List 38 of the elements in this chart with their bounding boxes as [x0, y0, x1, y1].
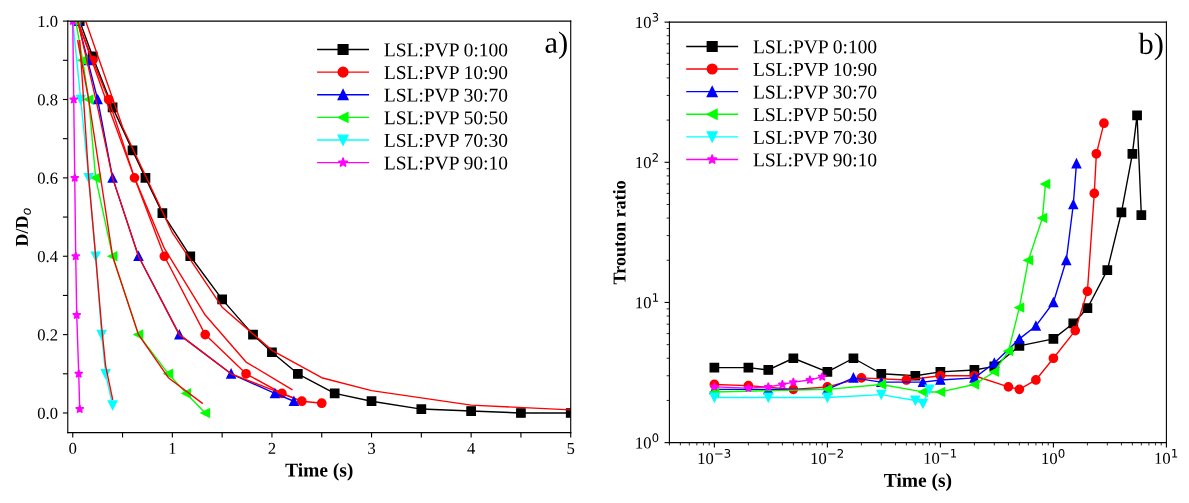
y-tick-label: 0.2 — [37, 329, 58, 341]
y-tick-label: 1.0 — [38, 15, 58, 28]
annotation: b) — [1138, 32, 1163, 61]
legend-label: LSL:PVP 0:100 — [384, 43, 508, 57]
x-tick-label: 0 — [69, 442, 77, 455]
x-tick-label: 10$^{−3}$ — [698, 448, 731, 465]
legend-label: LSL:PVP 70:30 — [384, 133, 508, 148]
x-tick-label: 10$^{1}$ — [1155, 448, 1178, 465]
x-tick-label: 10$^{−2}$ — [811, 448, 843, 465]
x-axis-title: Time (s) — [884, 473, 952, 491]
y-axis-title: Trouton ratio — [612, 180, 626, 285]
x-tick-label: 5 — [567, 442, 575, 455]
x-axis-title: Time (s) — [285, 462, 353, 481]
y-tick-label: 0.0 — [37, 407, 58, 420]
annotation: a) — [545, 31, 567, 60]
y-tick-label: 0.8 — [37, 94, 58, 106]
x-tick-label: 2 — [268, 442, 276, 454]
y-tick-label: 10$^{1}$ — [636, 293, 659, 309]
y-tick-label: 10$^{3}$ — [636, 12, 659, 29]
legend-label: LSL:PVP 50:50 — [384, 111, 508, 125]
legend-label: LSL:PVP 10:90 — [753, 62, 877, 77]
legend-label: LSL:PVP 30:70 — [753, 85, 877, 99]
x-tick-label: 10$^{0}$ — [1042, 448, 1065, 465]
legend-label: LSL:PVP 30:70 — [384, 88, 508, 102]
y-tick-label: 0.4 — [37, 250, 58, 263]
legend-label: LSL:PVP 90:10 — [753, 153, 877, 167]
legend-label: LSL:PVP 70:30 — [753, 130, 877, 144]
x-tick-label: 10$^{−1}$ — [924, 448, 957, 465]
y-tick-label: 10$^{2}$ — [636, 153, 658, 169]
legend-label: LSL:PVP 90:10 — [384, 156, 508, 170]
legend-label: LSL:PVP 50:50 — [753, 108, 877, 122]
y-axis-title: D/D$_{o}$ — [15, 208, 31, 247]
x-tick-label: 4 — [467, 442, 476, 454]
x-tick-label: 1 — [169, 442, 176, 454]
x-tick-label: 3 — [368, 442, 376, 455]
y-tick-label: 0.6 — [37, 172, 58, 184]
legend-label: LSL:PVP 10:90 — [384, 66, 508, 80]
legend-label: LSL:PVP 0:100 — [753, 40, 877, 54]
